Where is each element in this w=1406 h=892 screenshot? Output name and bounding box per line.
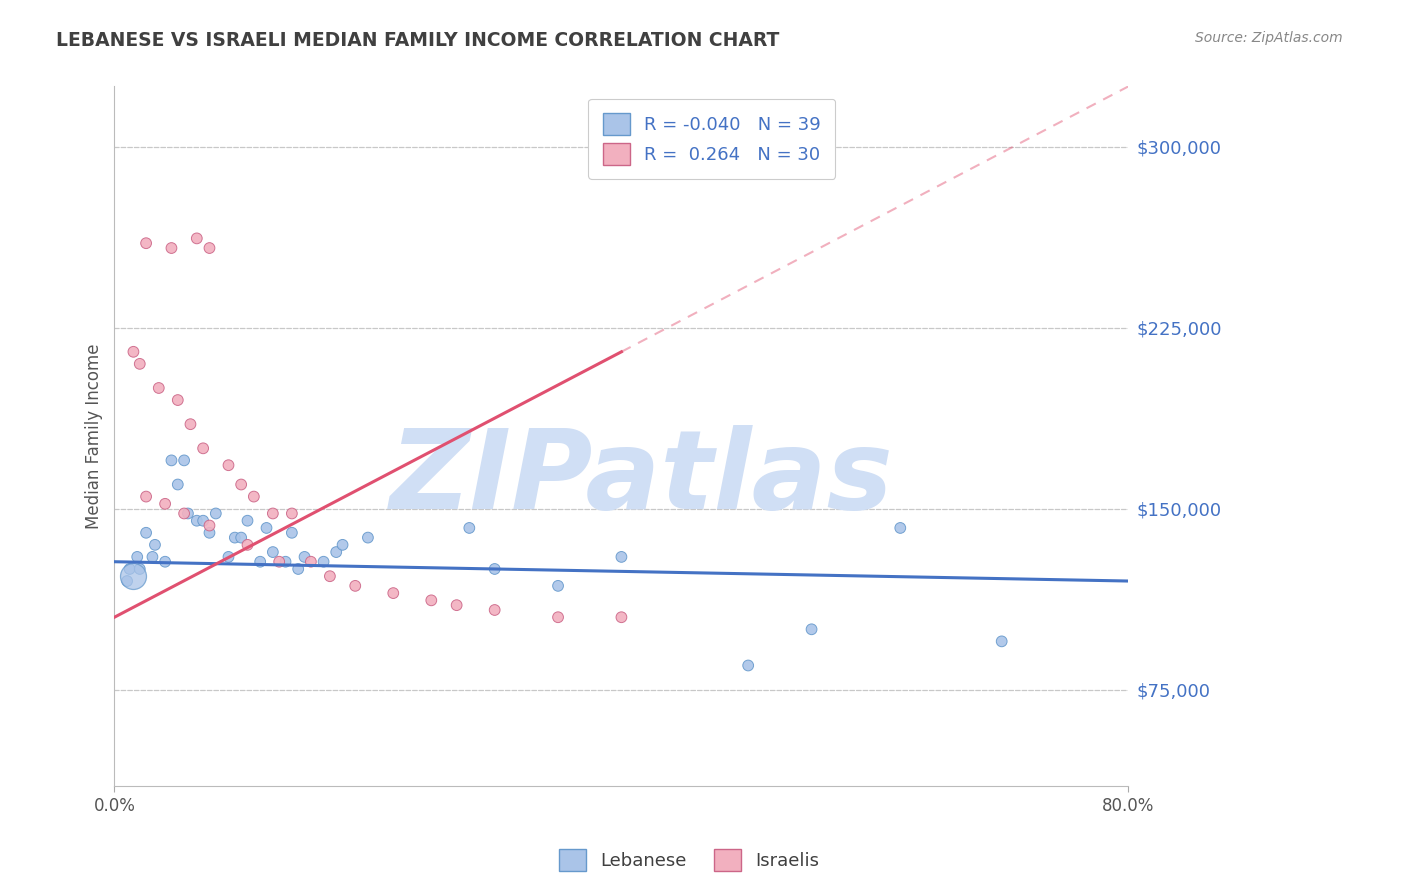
- Point: [128, 357, 150, 371]
- Point: [458, 521, 481, 535]
- Point: [319, 569, 342, 583]
- Point: [135, 490, 157, 504]
- Point: [198, 525, 221, 540]
- Point: [249, 555, 271, 569]
- Point: [179, 417, 201, 432]
- Point: [204, 507, 226, 521]
- Point: [610, 549, 633, 564]
- Point: [547, 610, 569, 624]
- Point: [287, 562, 309, 576]
- Point: [135, 525, 157, 540]
- Point: [274, 555, 297, 569]
- Point: [128, 562, 150, 576]
- Legend: R = -0.040   N = 39, R =  0.264   N = 30: R = -0.040 N = 39, R = 0.264 N = 30: [588, 99, 835, 179]
- Point: [420, 593, 443, 607]
- Point: [122, 569, 145, 583]
- Point: [218, 549, 240, 564]
- Point: [143, 538, 166, 552]
- Point: [243, 490, 266, 504]
- Point: [118, 562, 141, 576]
- Point: [262, 507, 284, 521]
- Point: [135, 236, 157, 251]
- Point: [224, 531, 246, 545]
- Point: [262, 545, 284, 559]
- Point: [148, 381, 170, 395]
- Point: [122, 344, 145, 359]
- Point: [127, 549, 149, 564]
- Point: [236, 514, 259, 528]
- Text: Source: ZipAtlas.com: Source: ZipAtlas.com: [1195, 31, 1343, 45]
- Point: [737, 658, 759, 673]
- Point: [294, 549, 316, 564]
- Point: [173, 507, 195, 521]
- Point: [153, 497, 176, 511]
- Point: [191, 442, 214, 456]
- Point: [166, 392, 188, 407]
- Point: [236, 538, 259, 552]
- Point: [231, 531, 253, 545]
- Point: [357, 531, 380, 545]
- Point: [269, 555, 291, 569]
- Point: [299, 555, 322, 569]
- Point: [446, 598, 468, 612]
- Point: [186, 231, 208, 245]
- Point: [231, 477, 253, 491]
- Text: LEBANESE VS ISRAELI MEDIAN FAMILY INCOME CORRELATION CHART: LEBANESE VS ISRAELI MEDIAN FAMILY INCOME…: [56, 31, 779, 50]
- Point: [344, 579, 367, 593]
- Point: [198, 241, 221, 255]
- Point: [547, 579, 569, 593]
- Legend: Lebanese, Israelis: Lebanese, Israelis: [551, 842, 827, 879]
- Point: [160, 453, 183, 467]
- Point: [177, 507, 200, 521]
- Point: [256, 521, 278, 535]
- Point: [889, 521, 911, 535]
- Point: [484, 562, 506, 576]
- Point: [281, 507, 304, 521]
- Text: ZIPatlas: ZIPatlas: [389, 425, 894, 532]
- Point: [115, 574, 138, 588]
- Point: [198, 518, 221, 533]
- Point: [332, 538, 354, 552]
- Point: [990, 634, 1012, 648]
- Point: [186, 514, 208, 528]
- Point: [141, 549, 163, 564]
- Point: [484, 603, 506, 617]
- Point: [218, 458, 240, 473]
- Point: [800, 622, 823, 636]
- Point: [153, 555, 176, 569]
- Point: [191, 514, 214, 528]
- Point: [281, 525, 304, 540]
- Point: [160, 241, 183, 255]
- Point: [312, 555, 335, 569]
- Point: [325, 545, 347, 559]
- Point: [166, 477, 188, 491]
- Point: [382, 586, 405, 600]
- Point: [610, 610, 633, 624]
- Y-axis label: Median Family Income: Median Family Income: [86, 343, 103, 529]
- Point: [173, 453, 195, 467]
